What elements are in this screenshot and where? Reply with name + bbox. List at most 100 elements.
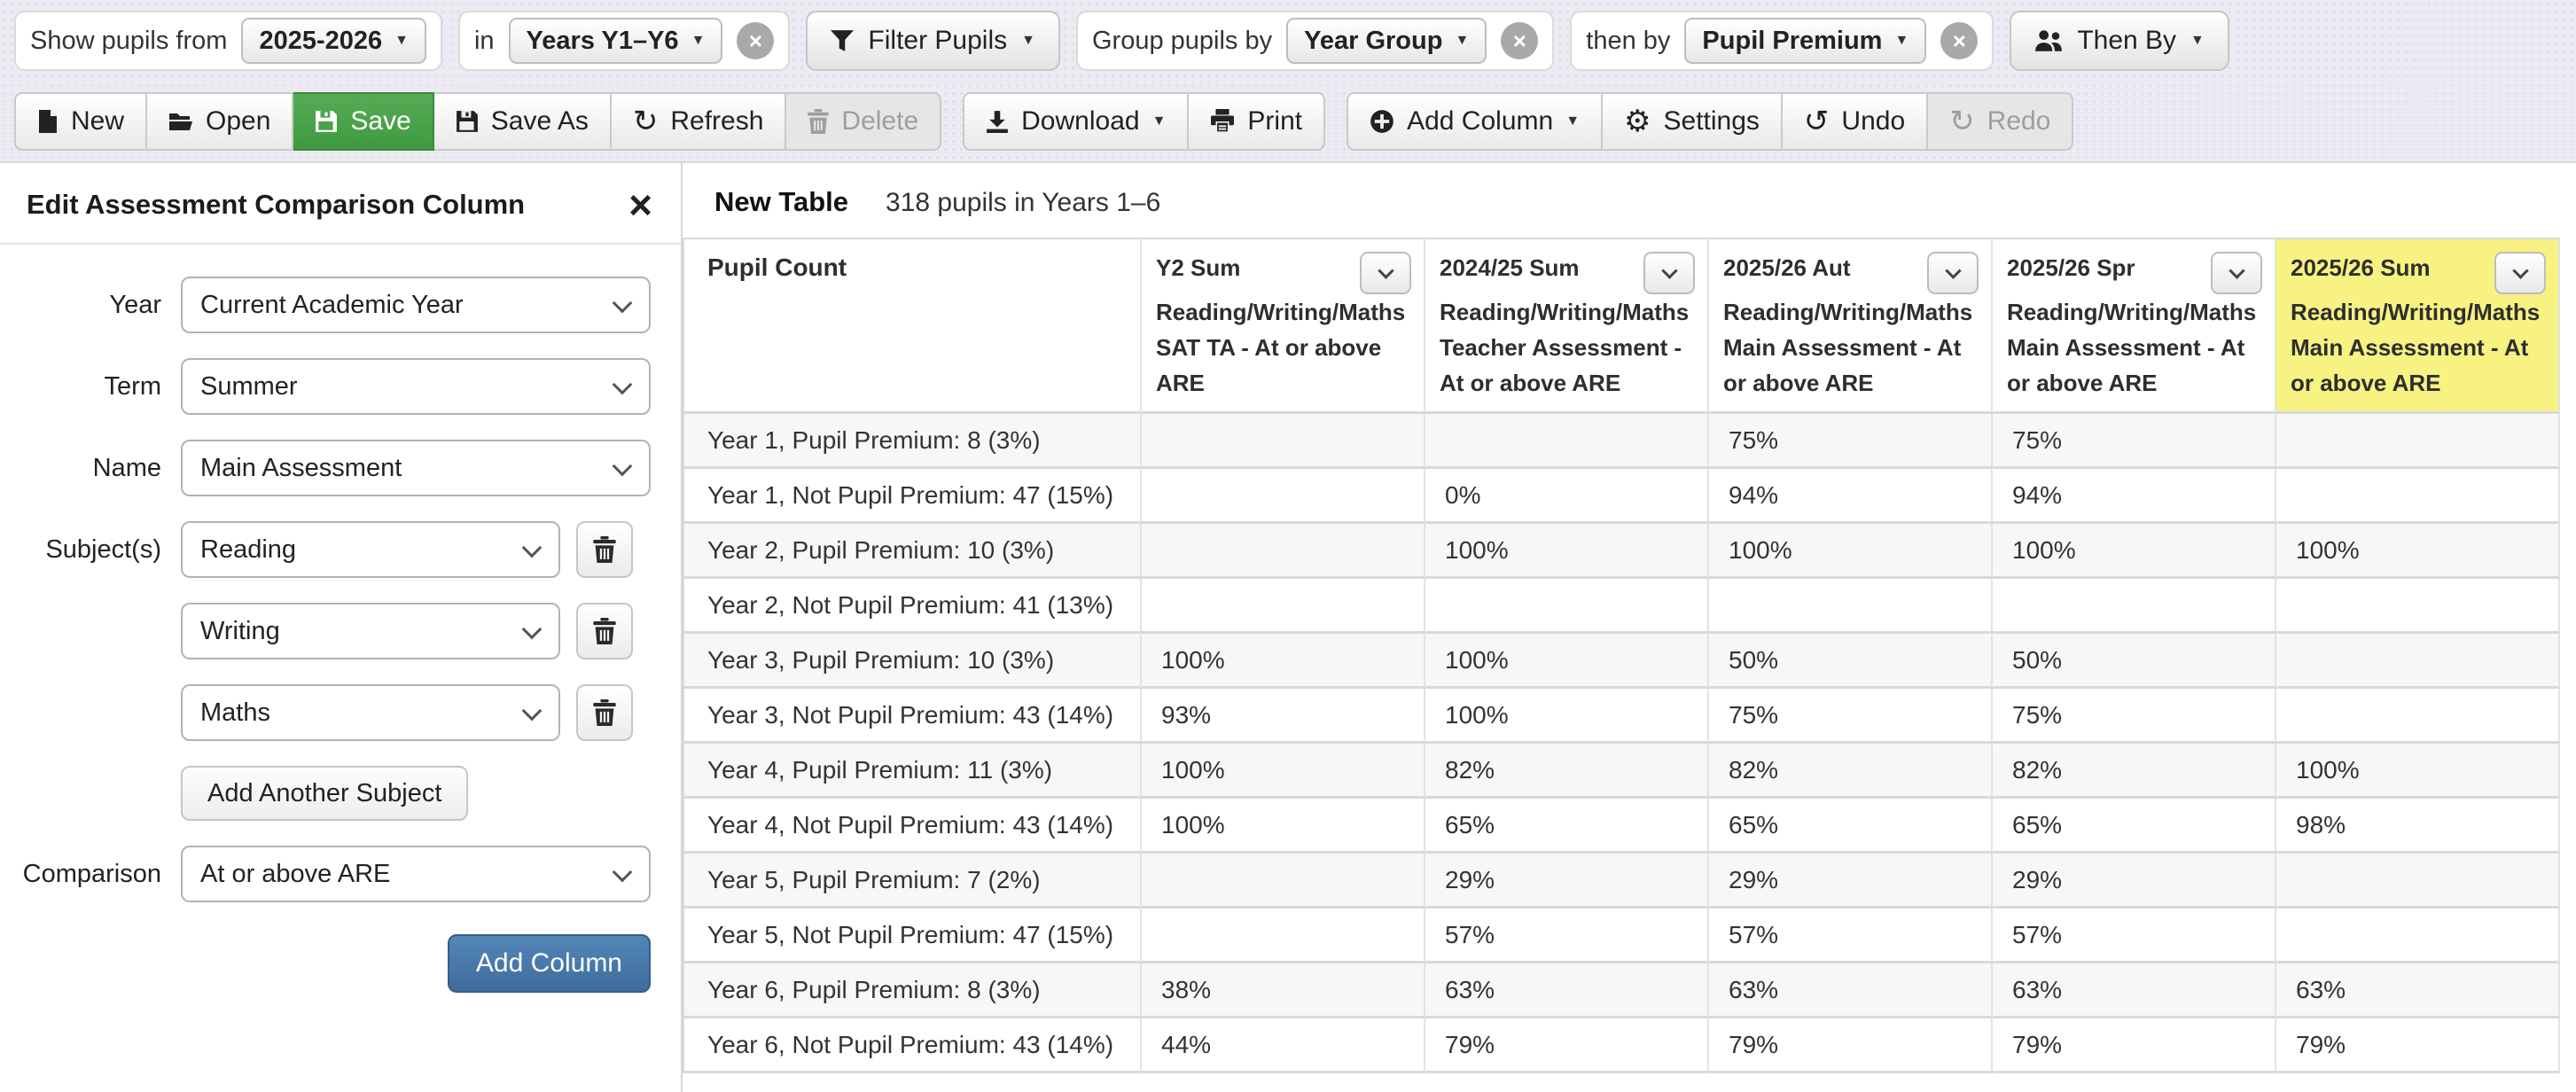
filter-pupils-button[interactable]: Filter Pupils ▼ bbox=[806, 11, 1060, 71]
value-cell[interactable]: 75% bbox=[1709, 689, 1993, 744]
value-cell[interactable]: 65% bbox=[1993, 799, 2276, 854]
open-button[interactable]: Open bbox=[147, 92, 294, 151]
column-options-button[interactable] bbox=[1927, 252, 1979, 294]
value-cell[interactable]: 75% bbox=[1993, 689, 2276, 744]
row-label[interactable]: Year 4, Pupil Premium: 11 (3%) bbox=[684, 744, 1142, 799]
value-cell[interactable]: 79% bbox=[1425, 1018, 1709, 1073]
subject-select-3[interactable]: Maths bbox=[181, 684, 560, 741]
row-label[interactable]: Year 1, Not Pupil Premium: 47 (15%) bbox=[684, 469, 1142, 524]
value-cell[interactable]: 65% bbox=[1425, 799, 1709, 854]
value-cell[interactable] bbox=[2276, 689, 2560, 744]
subject-select-2[interactable]: Writing bbox=[181, 603, 560, 659]
value-cell[interactable]: 63% bbox=[1709, 963, 1993, 1018]
value-cell[interactable]: 29% bbox=[1425, 854, 1709, 909]
value-cell[interactable] bbox=[2276, 854, 2560, 909]
value-cell[interactable]: 100% bbox=[1425, 524, 1709, 579]
add-another-subject-button[interactable]: Add Another Subject bbox=[181, 766, 469, 821]
value-cell[interactable]: 44% bbox=[1142, 1018, 1425, 1073]
then-by-add-button[interactable]: Then By ▼ bbox=[2010, 11, 2229, 71]
value-cell[interactable]: 100% bbox=[1709, 524, 1993, 579]
download-button[interactable]: Download ▼ bbox=[963, 92, 1190, 151]
close-icon[interactable]: × bbox=[623, 184, 658, 225]
settings-button[interactable]: ⚙ Settings bbox=[1603, 92, 1783, 151]
delete-subject-button-2[interactable] bbox=[576, 603, 633, 659]
delete-subject-button-3[interactable] bbox=[576, 684, 633, 741]
row-label[interactable]: Year 5, Not Pupil Premium: 47 (15%) bbox=[684, 909, 1142, 963]
row-label[interactable]: Year 3, Pupil Premium: 10 (3%) bbox=[684, 634, 1142, 689]
row-label[interactable]: Year 2, Not Pupil Premium: 41 (13%) bbox=[684, 579, 1142, 634]
value-cell[interactable]: 63% bbox=[1425, 963, 1709, 1018]
value-cell[interactable]: 29% bbox=[1709, 854, 1993, 909]
column-options-button[interactable] bbox=[1643, 252, 1695, 294]
value-cell[interactable]: 57% bbox=[1993, 909, 2276, 963]
row-label[interactable]: Year 6, Pupil Premium: 8 (3%) bbox=[684, 963, 1142, 1018]
column-options-button[interactable] bbox=[1360, 252, 1411, 294]
term-select[interactable]: Summer bbox=[181, 358, 651, 415]
value-cell[interactable] bbox=[2276, 414, 2560, 469]
academic-year-dropdown[interactable]: 2025-2026 ▼ bbox=[241, 18, 426, 64]
value-cell[interactable] bbox=[2276, 579, 2560, 634]
value-cell[interactable] bbox=[2276, 634, 2560, 689]
group-by-dropdown[interactable]: Year Group ▼ bbox=[1286, 18, 1487, 64]
value-cell[interactable] bbox=[2276, 909, 2560, 963]
value-cell[interactable]: 98% bbox=[2276, 799, 2560, 854]
value-cell[interactable]: 75% bbox=[1993, 414, 2276, 469]
value-cell[interactable]: 100% bbox=[1142, 634, 1425, 689]
value-cell[interactable]: 75% bbox=[1709, 414, 1993, 469]
value-cell[interactable]: 79% bbox=[1993, 1018, 2276, 1073]
column-options-button[interactable] bbox=[2494, 252, 2546, 294]
value-cell[interactable] bbox=[1142, 469, 1425, 524]
value-cell[interactable]: 29% bbox=[1993, 854, 2276, 909]
value-cell[interactable] bbox=[1142, 854, 1425, 909]
value-cell[interactable]: 82% bbox=[1425, 744, 1709, 799]
value-cell[interactable]: 82% bbox=[1709, 744, 1993, 799]
value-cell[interactable] bbox=[1142, 414, 1425, 469]
name-select[interactable]: Main Assessment bbox=[181, 440, 651, 496]
row-label[interactable]: Year 3, Not Pupil Premium: 43 (14%) bbox=[684, 689, 1142, 744]
value-cell[interactable] bbox=[1142, 909, 1425, 963]
then-by-dropdown[interactable]: Pupil Premium ▼ bbox=[1684, 18, 1927, 64]
row-label[interactable]: Year 6, Not Pupil Premium: 43 (14%) bbox=[684, 1018, 1142, 1073]
value-cell[interactable]: 100% bbox=[2276, 524, 2560, 579]
value-cell[interactable]: 79% bbox=[1709, 1018, 1993, 1073]
comparison-select[interactable]: At or above ARE bbox=[181, 846, 651, 902]
value-cell[interactable]: 93% bbox=[1142, 689, 1425, 744]
value-cell[interactable]: 57% bbox=[1709, 909, 1993, 963]
save-button[interactable]: Save bbox=[293, 92, 434, 151]
save-as-button[interactable]: Save As bbox=[433, 92, 612, 151]
value-cell[interactable]: 57% bbox=[1425, 909, 1709, 963]
remove-group-by-button[interactable]: × bbox=[1501, 22, 1539, 59]
value-cell[interactable] bbox=[2276, 469, 2560, 524]
delete-subject-button-1[interactable] bbox=[576, 521, 633, 578]
value-cell[interactable]: 100% bbox=[1425, 689, 1709, 744]
row-label[interactable]: Year 2, Pupil Premium: 10 (3%) bbox=[684, 524, 1142, 579]
value-cell[interactable] bbox=[1142, 524, 1425, 579]
new-button[interactable]: New bbox=[14, 92, 148, 151]
add-column-button[interactable]: Add Column ▼ bbox=[1347, 92, 1604, 151]
value-cell[interactable]: 50% bbox=[1709, 634, 1993, 689]
undo-button[interactable]: ↺ Undo bbox=[1782, 92, 1929, 151]
value-cell[interactable]: 65% bbox=[1709, 799, 1993, 854]
value-cell[interactable]: 50% bbox=[1993, 634, 2276, 689]
value-cell[interactable]: 100% bbox=[1425, 634, 1709, 689]
value-cell[interactable]: 94% bbox=[1709, 469, 1993, 524]
value-cell[interactable]: 0% bbox=[1425, 469, 1709, 524]
value-cell[interactable]: 94% bbox=[1993, 469, 2276, 524]
row-label[interactable]: Year 4, Not Pupil Premium: 43 (14%) bbox=[684, 799, 1142, 854]
value-cell[interactable]: 63% bbox=[1993, 963, 2276, 1018]
value-cell[interactable] bbox=[1709, 579, 1993, 634]
value-cell[interactable]: 63% bbox=[2276, 963, 2560, 1018]
value-cell[interactable]: 100% bbox=[2276, 744, 2560, 799]
remove-year-groups-button[interactable]: × bbox=[737, 22, 775, 59]
value-cell[interactable] bbox=[1425, 579, 1709, 634]
print-button[interactable]: Print bbox=[1189, 92, 1326, 151]
column-options-button[interactable] bbox=[2211, 252, 2262, 294]
year-select[interactable]: Current Academic Year bbox=[181, 277, 651, 333]
value-cell[interactable]: 82% bbox=[1993, 744, 2276, 799]
value-cell[interactable]: 100% bbox=[1142, 744, 1425, 799]
panel-add-column-button[interactable]: Add Column bbox=[447, 934, 651, 993]
value-cell[interactable] bbox=[1142, 579, 1425, 634]
value-cell[interactable] bbox=[1993, 579, 2276, 634]
value-cell[interactable]: 38% bbox=[1142, 963, 1425, 1018]
value-cell[interactable]: 79% bbox=[2276, 1018, 2560, 1073]
